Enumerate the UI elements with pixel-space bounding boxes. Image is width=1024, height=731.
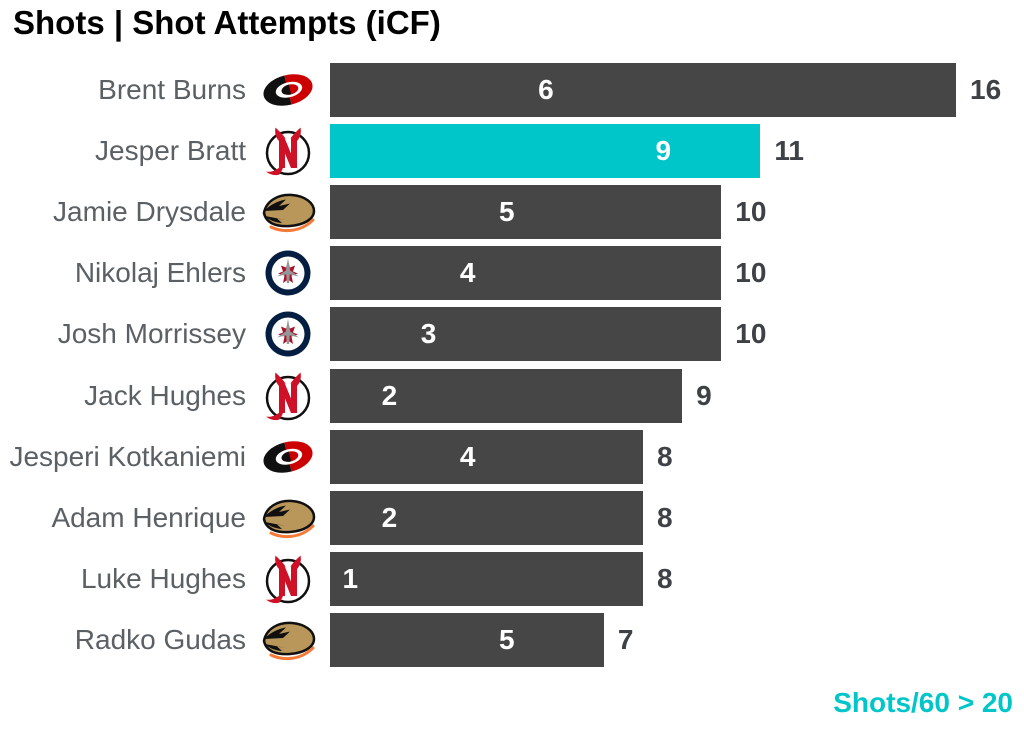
team-logo-ana-icon: [246, 189, 330, 235]
bar-track: 2 8: [330, 490, 1024, 545]
bar-track: 4 8: [330, 429, 1024, 484]
team-logo-car-icon: [246, 69, 330, 111]
shot-attempts-bar: 5: [330, 184, 722, 239]
shot-attempts-value-label: 10: [735, 257, 767, 289]
bar-track: 5 10: [330, 184, 1024, 239]
shots-value-label: 3: [420, 318, 437, 350]
shot-attempts-bar: 4: [330, 429, 643, 484]
team-logo-ana-icon: [246, 617, 330, 663]
shot-attempts-bar: 2: [330, 368, 683, 423]
shot-attempts-value-label: 8: [657, 501, 673, 533]
player-row: Jesperi Kotkaniemi 4 8: [0, 426, 1024, 487]
shots-value-label: 1: [342, 563, 359, 595]
shots-value-label: 6: [538, 73, 554, 105]
hurricane-swirl-icon: [263, 440, 313, 473]
player-row: Jamie Drysdale 5 10: [0, 181, 1024, 242]
shot-attempts-value-label: 10: [735, 318, 767, 350]
player-name-label: Jesperi Kotkaniemi: [9, 440, 246, 472]
bar-track: 6 16: [330, 62, 1024, 117]
team-logo-njd-icon: [246, 551, 330, 607]
player-name-label: Jack Hughes: [84, 379, 246, 411]
player-name-label: Jamie Drysdale: [53, 195, 246, 227]
bar-track: 2 9: [330, 368, 1024, 423]
team-logo-njd-icon: [246, 123, 330, 179]
team-logo-wpg-icon: [246, 310, 330, 358]
shot-attempts-value-label: 7: [617, 624, 634, 656]
shot-attempts-bar: 6: [330, 62, 956, 117]
shots-value-label: 9: [655, 134, 672, 166]
shots-value-label: 2: [381, 501, 398, 533]
devils-nj-icon: [265, 555, 311, 604]
shot-attempts-bar: 3: [330, 307, 722, 362]
team-logo-car-icon: [246, 436, 330, 478]
player-row: Radko Gudas 5 7: [0, 610, 1024, 671]
player-row: Josh Morrissey 3 10: [0, 304, 1024, 365]
shot-attempts-value-label: 9: [696, 379, 712, 411]
threshold-note: Shots/60 > 20: [833, 687, 1013, 718]
bar-track: 4 10: [330, 246, 1024, 301]
hurricane-swirl-icon: [263, 73, 313, 106]
player-row: Jack Hughes 2 9: [0, 365, 1024, 426]
shot-attempts-value-label: 10: [735, 195, 767, 227]
shot-attempts-bar: 4: [330, 246, 722, 301]
player-name-label: Luke Hughes: [80, 563, 246, 595]
team-logo-njd-icon: [246, 368, 330, 424]
bar-track: 5 7: [330, 613, 1024, 668]
shot-attempts-value-label: 11: [774, 134, 804, 166]
bar-track: 1 8: [330, 552, 1024, 607]
bar-track: 9 11: [330, 123, 1024, 178]
duck-foot-icon: [262, 499, 316, 538]
shots-value-label: 2: [381, 379, 398, 411]
devils-nj-icon: [265, 127, 311, 176]
player-name-label: Josh Morrissey: [57, 318, 246, 350]
jets-roundel-icon: [265, 250, 311, 296]
player-name-label: Jesper Bratt: [95, 134, 246, 166]
player-row: Luke Hughes 1 8: [0, 549, 1024, 610]
player-row: Brent Burns 6 16: [0, 59, 1024, 120]
devils-nj-icon: [265, 372, 311, 420]
player-row: Nikolaj Ehlers 4 10: [0, 243, 1024, 304]
duck-foot-icon: [262, 193, 316, 233]
shot-attempts-bar: 9: [330, 123, 761, 178]
shots-value-label: 4: [459, 257, 476, 289]
bar-rows: Brent Burns 6 16 Jesper Bratt 9 11 Jamie…: [0, 59, 1024, 671]
shot-attempts-bar: 1: [330, 552, 643, 607]
shot-attempts-value-label: 16: [970, 73, 1002, 105]
player-name-label: Nikolaj Ehlers: [74, 257, 246, 289]
shot-attempts-bar: 5: [330, 613, 604, 668]
player-name-label: Radko Gudas: [74, 624, 246, 656]
shot-attempts-value-label: 8: [657, 563, 673, 595]
shot-attempts-bar: 2: [330, 490, 643, 545]
team-logo-wpg-icon: [246, 249, 330, 297]
duck-foot-icon: [262, 622, 316, 661]
player-name-label: Brent Burns: [98, 73, 246, 105]
player-row: Jesper Bratt 9 11: [0, 120, 1024, 181]
chart-title: Shots | Shot Attempts (iCF): [13, 4, 441, 41]
shots-value-label: 5: [499, 195, 515, 227]
jets-roundel-icon: [265, 311, 311, 357]
shots-value-label: 5: [499, 624, 515, 656]
shots-value-label: 4: [459, 440, 476, 472]
bar-track: 3 10: [330, 307, 1024, 362]
team-logo-ana-icon: [246, 495, 330, 541]
shot-attempts-value-label: 8: [657, 440, 673, 472]
player-name-label: Adam Henrique: [51, 501, 246, 533]
player-row: Adam Henrique 2 8: [0, 487, 1024, 548]
